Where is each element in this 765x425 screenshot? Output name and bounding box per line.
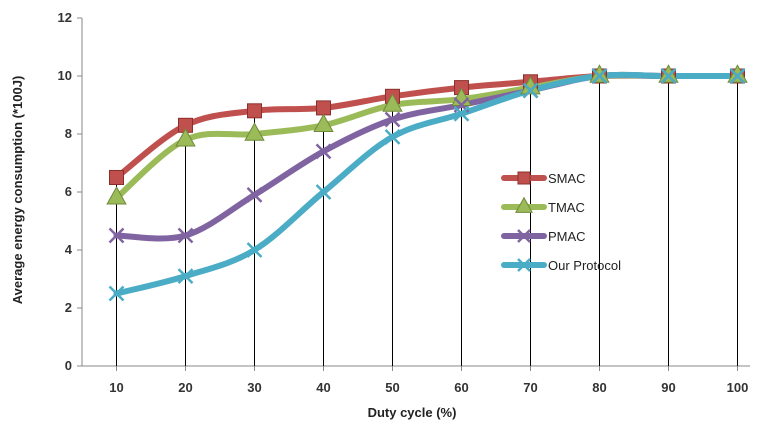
data-point-our-protocol — [453, 105, 470, 122]
y-axis-title: Average energy consumption (*100J) — [10, 76, 25, 305]
data-point-our-protocol — [384, 129, 401, 145]
x-tick-label: 100 — [727, 380, 749, 395]
data-point-tmac — [382, 93, 403, 112]
x-axis-title: Duty cycle (%) — [368, 405, 457, 420]
x-tick-label: 30 — [247, 380, 261, 395]
legend-label-tmac: TMAC — [548, 200, 585, 215]
y-tick-label: 10 — [58, 68, 72, 83]
data-point-tmac — [727, 64, 748, 83]
x-tick-label: 40 — [316, 380, 330, 395]
data-point-tmac — [313, 113, 334, 133]
tick-labels: 0 2 4 6 8 10 12 10 20 30 40 50 60 70 80 90 100 — [58, 10, 749, 395]
legend-label-pmac: PMAC — [548, 229, 586, 244]
x-tick-label: 70 — [523, 380, 537, 395]
legend-marker-pmac — [517, 229, 531, 243]
data-point-pmac — [246, 187, 263, 203]
data-point-our-protocol — [522, 82, 539, 99]
data-point-our-protocol — [315, 184, 332, 200]
x-tick-label: 10 — [109, 380, 123, 395]
data-point-pmac — [177, 227, 194, 244]
data-point-tmac — [658, 64, 679, 83]
y-tick-label: 0 — [65, 358, 72, 373]
data-point-pmac — [315, 143, 332, 160]
y-tick-label: 4 — [65, 242, 73, 257]
series-line-smac — [113, 72, 741, 181]
data-point-tmac — [106, 186, 127, 205]
data-point-tmac — [244, 122, 265, 141]
legend-label-smac: SMAC — [548, 171, 586, 186]
data-point-tmac — [589, 64, 610, 83]
series-lines — [113, 71, 741, 297]
data-point-our-protocol — [660, 68, 677, 84]
series-line-our-protocol — [113, 71, 741, 297]
data-point-our-protocol — [591, 68, 608, 84]
data-point-our-protocol — [177, 268, 194, 284]
x-tick-label: 50 — [385, 380, 399, 395]
legend-label-our-protocol: Our Protocol — [548, 258, 621, 273]
data-point-smac — [316, 100, 331, 116]
y-tick-label: 2 — [65, 300, 72, 315]
x-tick-label: 20 — [178, 380, 192, 395]
legend-marker-tmac — [515, 196, 533, 213]
data-point-our-protocol — [729, 68, 746, 84]
legend: SMAC TMAC PMAC Our Protocol — [501, 171, 621, 273]
y-tick-label: 12 — [58, 10, 72, 25]
data-point-pmac — [384, 111, 401, 128]
series-markers — [106, 64, 748, 302]
legend-marker-our-protocol — [517, 258, 531, 272]
data-point-smac — [109, 170, 124, 185]
data-point-pmac — [108, 227, 125, 244]
data-point-our-protocol — [108, 285, 125, 302]
data-point-tmac — [175, 128, 196, 147]
y-tick-label: 8 — [65, 126, 72, 141]
axes — [77, 17, 750, 371]
y-tick-label: 6 — [65, 184, 72, 199]
data-point-smac — [247, 103, 262, 119]
x-tick-label: 60 — [454, 380, 468, 395]
data-point-our-protocol — [246, 242, 263, 258]
x-tick-label: 90 — [661, 380, 675, 395]
legend-marker-smac — [517, 171, 531, 185]
x-tick-label: 80 — [592, 380, 606, 395]
